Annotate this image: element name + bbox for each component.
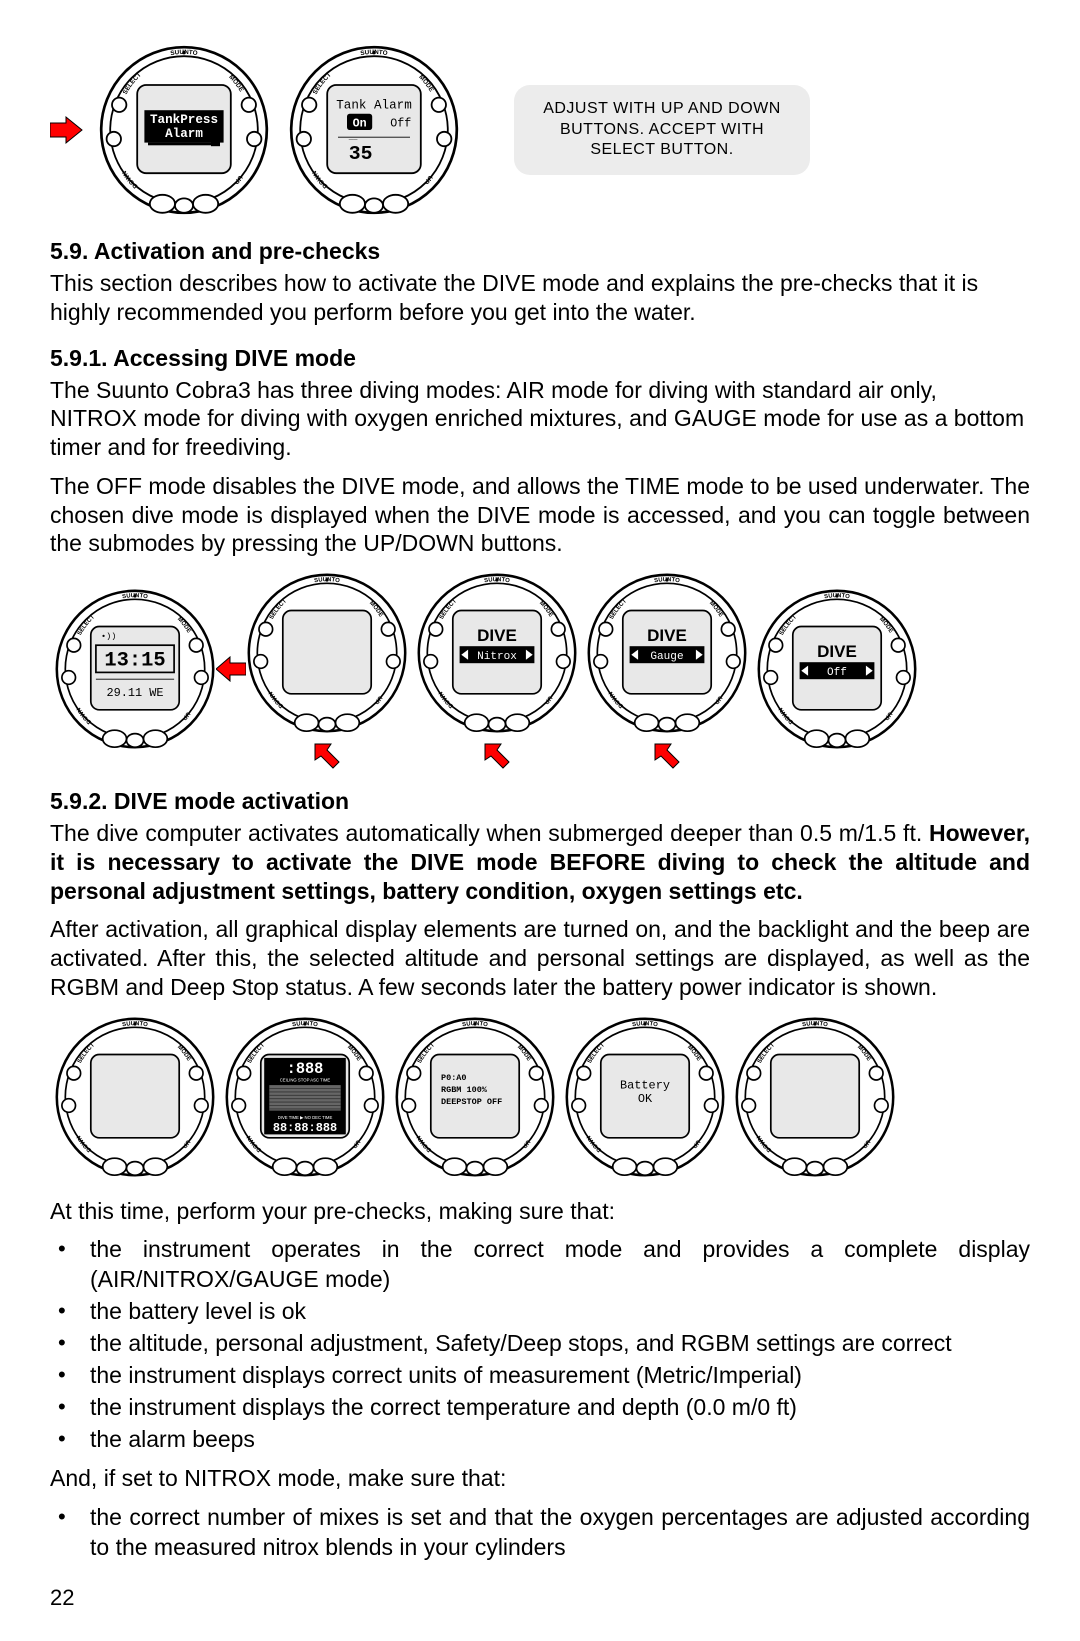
svg-text:OK: OK [638, 1092, 653, 1106]
page: SUUNTO SELECT MODE DOWN UP TankPress Ala… [0, 0, 1080, 1641]
list-item: the correct number of mixes is set and t… [50, 1503, 1030, 1563]
svg-text:Off: Off [390, 116, 411, 130]
paragraph-592-4: And, if set to NITROX mode, make sure th… [50, 1464, 1030, 1493]
heading-591: 5.9.1. Accessing DIVE mode [50, 345, 1030, 372]
svg-text:DEEPSTOP OFF: DEEPSTOP OFF [441, 1096, 502, 1106]
svg-text::888: :888 [287, 1060, 324, 1078]
heading-59: 5.9. Activation and pre-checks [50, 238, 1030, 265]
arrow-right-red-icon [50, 115, 84, 145]
svg-text:Off: Off [827, 667, 847, 679]
svg-text:DIVE: DIVE [817, 642, 857, 661]
svg-text:Alarm: Alarm [165, 127, 203, 141]
list-item: the instrument operates in the correct m… [50, 1235, 1030, 1295]
paragraph-592-1: The dive computer activates automaticall… [50, 819, 1030, 905]
list-item: the instrument displays the correct temp… [50, 1393, 1030, 1423]
watch-tankalarm: SUUNTO SELECT MODE DOWN UP Tank Alarm On… [284, 40, 464, 220]
svg-text:‾‾: ‾‾ [348, 138, 358, 147]
watch-592-1: SUUNTO SELECT MODE DOWN UP [50, 1012, 220, 1182]
svg-text:CEILING STOP ASC TIME: CEILING STOP ASC TIME [280, 1077, 331, 1082]
watch-592-3: SUUNTO SELECT MODE DOWN UP P0:A0 RGBM 10… [390, 1012, 560, 1182]
watch-592-5: SUUNTO SELECT MODE DOWN UP [730, 1012, 900, 1182]
svg-text:88:88:888: 88:88:888 [273, 1121, 337, 1135]
paragraph-592-2: After activation, all graphical display … [50, 915, 1030, 1001]
annotation-text: ADJUST WITH UP AND DOWN BUTTONS. ACCEPT … [543, 100, 781, 159]
watch-592-2: SUUNTO SELECT MODE DOWN UP :888 CEILING … [220, 1012, 390, 1182]
svg-text:•)): •)) [101, 631, 116, 641]
svg-text:Gauge: Gauge [650, 651, 683, 663]
arrow-upleft-red-icon [653, 742, 681, 770]
paragraph-591-2: The OFF mode disables the DIVE mode, and… [50, 472, 1030, 558]
svg-text:RGBM 100%: RGBM 100% [441, 1084, 488, 1094]
annotation-bubble: ADJUST WITH UP AND DOWN BUTTONS. ACCEPT … [514, 85, 810, 175]
p592-1a: The dive computer activates automaticall… [50, 820, 929, 846]
svg-text:Tank Alarm: Tank Alarm [336, 98, 412, 112]
svg-text:DIVE: DIVE [647, 626, 687, 645]
list-item: the altitude, personal adjustment, Safet… [50, 1329, 1030, 1359]
svg-text:29.11 WE: 29.11 WE [106, 686, 163, 700]
svg-text:DIVE TIME ▶ NO DEC TIME: DIVE TIME ▶ NO DEC TIME [278, 1115, 333, 1120]
figure-592-row: SUUNTO SELECT MODE DOWN UP SUUNTO SELECT… [50, 1012, 1030, 1182]
watch-blank-1: SUUNTO SELECT MODE DOWN UP [242, 568, 412, 738]
svg-text:P0:A0: P0:A0 [441, 1073, 467, 1083]
svg-text:13:15: 13:15 [104, 650, 165, 673]
list-item: the alarm beeps [50, 1425, 1030, 1455]
watch-592-4: SUUNTO SELECT MODE DOWN UP Battery OK [560, 1012, 730, 1182]
watch-dive-off: SUUNTO SELECT MODE DOWN UP DIVE Off [752, 584, 922, 754]
svg-text:Battery: Battery [620, 1078, 670, 1092]
paragraph-59-1: This section describes how to activate t… [50, 269, 1030, 327]
svg-text:On: On [353, 116, 367, 130]
paragraph-591-1: The Suunto Cobra3 has three diving modes… [50, 376, 1030, 462]
watch-time: SUUNTO SELECT MODE DOWN UP •)) 13:15 29.… [50, 584, 220, 754]
watch-dive-gauge: SUUNTO SELECT MODE DOWN UP DIVE Gauge [582, 568, 752, 738]
page-number: 22 [50, 1585, 74, 1611]
prechecks-list: the instrument operates in the correct m… [50, 1235, 1030, 1454]
paragraph-592-3: At this time, perform your pre-checks, m… [50, 1197, 1030, 1226]
prechecks-list-2: the correct number of mixes is set and t… [50, 1503, 1030, 1563]
arrow-upleft-red-icon [313, 742, 341, 770]
svg-text:DIVE: DIVE [477, 626, 517, 645]
heading-592: 5.9.2. DIVE mode activation [50, 788, 1030, 815]
watch-tankpress: SUUNTO SELECT MODE DOWN UP TankPress Ala… [94, 40, 274, 220]
figure-top-row: SUUNTO SELECT MODE DOWN UP TankPress Ala… [50, 40, 1030, 220]
watch-dive-nitrox: SUUNTO SELECT MODE DOWN UP DIVE Nitrox [412, 568, 582, 738]
svg-text:Nitrox: Nitrox [477, 651, 517, 663]
list-item: the battery level is ok [50, 1297, 1030, 1327]
arrow-upleft-red-icon [483, 742, 511, 770]
figure-591-row: SUUNTO SELECT MODE DOWN UP •)) 13:15 29.… [50, 568, 1030, 770]
list-item: the instrument displays correct units of… [50, 1361, 1030, 1391]
svg-text:TankPress: TankPress [150, 113, 218, 127]
